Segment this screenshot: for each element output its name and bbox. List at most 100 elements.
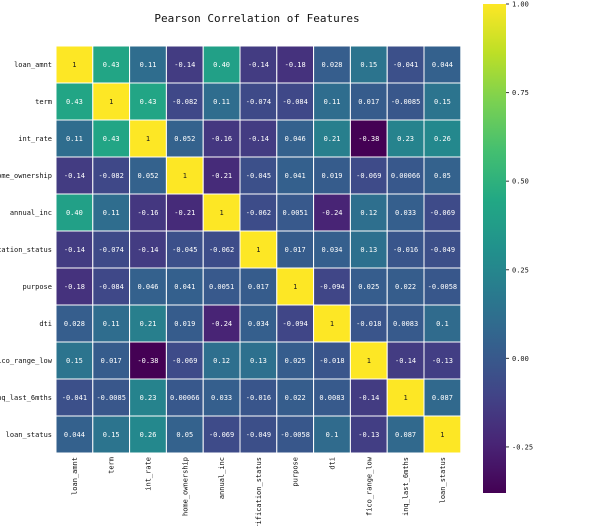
- cell-value-label: 0.034: [248, 320, 269, 328]
- cell-value-label: -0.24: [321, 209, 342, 217]
- cell-value-label: 0.0051: [209, 283, 234, 291]
- heatmap-cell: [423, 267, 462, 306]
- heatmap-cell: [386, 193, 425, 232]
- x-tick-label: loan_amnt: [71, 457, 79, 495]
- y-tick-label: loan_amnt: [14, 61, 52, 69]
- cell-value-label: 0.0083: [393, 320, 418, 328]
- heatmap-cell: [313, 304, 351, 343]
- cell-value-label: -0.062: [246, 209, 271, 217]
- heatmap-cell: [276, 341, 315, 380]
- cell-value-label: 0.11: [140, 61, 157, 69]
- cell-value-label: 0.13: [250, 357, 267, 365]
- cell-value-label: 0.044: [64, 431, 85, 439]
- heatmap-cell: [386, 341, 425, 380]
- heatmap-cell: [202, 119, 241, 158]
- y-tick-label: ication_status: [0, 246, 52, 254]
- cell-value-label: 0.05: [176, 431, 193, 439]
- cell-value-label: 0.11: [103, 320, 120, 328]
- heatmap-cell: [129, 267, 167, 306]
- colorbar-tick-label: -0.25: [512, 443, 533, 451]
- cell-value-label: -0.18: [285, 61, 306, 69]
- cell-value-label: -0.069: [356, 172, 381, 180]
- heatmap-cell: [313, 267, 351, 306]
- heatmap-cell: [165, 378, 204, 417]
- cell-value-label: 0.087: [395, 431, 416, 439]
- cell-value-label: 0.0051: [283, 209, 308, 217]
- heatmap-cell: [129, 193, 167, 232]
- cell-value-label: 0.025: [358, 283, 379, 291]
- heatmap-cell: [349, 193, 388, 232]
- y-tick-label: dti: [39, 320, 52, 328]
- cell-value-label: -0.049: [246, 431, 271, 439]
- y-tick-label: purpose: [22, 283, 52, 291]
- heatmap-cell: [313, 378, 351, 417]
- heatmap-cell: [423, 341, 462, 380]
- heatmap-cell: [129, 378, 167, 417]
- y-tick-label: inq_last_6mths: [0, 394, 52, 402]
- heatmap-cell: [202, 193, 241, 232]
- heatmap-cell: [165, 267, 204, 306]
- heatmap-cell: [55, 341, 94, 380]
- cell-value-label: 0.022: [285, 394, 306, 402]
- cell-value-label: 0.046: [137, 283, 158, 291]
- heatmap-cell: [276, 119, 315, 158]
- cell-value-label: 0.022: [395, 283, 416, 291]
- cell-value-label: -0.21: [174, 209, 195, 217]
- heatmap-cells: 1 0.43 0.11 -0.14 0.40 -0.14 -0.18 0.028 0.15 -0.…: [55, 45, 462, 454]
- cell-value-label: -0.0085: [96, 394, 126, 402]
- cell-value-label: 0.15: [434, 98, 451, 106]
- cell-value-label: 0.23: [140, 394, 157, 402]
- cell-value-label: 0.21: [140, 320, 157, 328]
- heatmap-cell: [165, 304, 204, 343]
- x-axis-tick-labels: loan_amnt term int_rate home_ownership annua…: [71, 456, 447, 526]
- heatmap-cell: [239, 267, 278, 306]
- cell-value-label: -0.018: [319, 357, 344, 365]
- heatmap-cell: [55, 45, 94, 84]
- cell-value-label: 0.11: [66, 135, 83, 143]
- cell-value-label: 1: [109, 98, 113, 106]
- cell-value-label: -0.14: [64, 246, 85, 254]
- heatmap-cell: [349, 230, 388, 269]
- heatmap-cell: [92, 45, 131, 84]
- y-tick-label: term: [35, 98, 52, 106]
- cell-value-label: 0.43: [103, 61, 120, 69]
- cell-value-label: -0.041: [62, 394, 87, 402]
- y-tick-label: loan_status: [6, 431, 52, 439]
- cell-value-label: 0.087: [432, 394, 453, 402]
- heatmap-cell: [202, 415, 241, 454]
- heatmap-cell: [239, 193, 278, 232]
- y-tick-label: annual_inc: [10, 209, 52, 217]
- cell-value-label: 0.40: [66, 209, 83, 217]
- heatmap-cell: [165, 230, 204, 269]
- heatmap-cell: [55, 230, 94, 269]
- colorbar-tick-label: 1.00: [512, 1, 529, 9]
- heatmap-cell: [276, 82, 315, 121]
- cell-value-label: -0.045: [246, 172, 271, 180]
- cell-value-label: 0.43: [66, 98, 83, 106]
- heatmap-cell: [202, 304, 241, 343]
- cell-value-label: 0.017: [358, 98, 379, 106]
- cell-value-label: 1: [256, 246, 260, 254]
- heatmap-cell: [55, 119, 94, 158]
- heatmap-cell: [386, 415, 425, 454]
- heatmap-cell: [55, 82, 94, 121]
- heatmap-cell: [202, 82, 241, 121]
- cell-value-label: 0.017: [248, 283, 269, 291]
- cell-value-label: -0.21: [211, 172, 232, 180]
- cell-value-label: 0.033: [395, 209, 416, 217]
- colorbar: [483, 4, 506, 493]
- heatmap-cell: [386, 82, 425, 121]
- colorbar-tick-label: 0.50: [512, 178, 529, 186]
- cell-value-label: -0.0058: [280, 431, 310, 439]
- cell-value-label: -0.041: [393, 61, 418, 69]
- cell-value-label: 1: [146, 135, 150, 143]
- cell-value-label: 0.00066: [170, 394, 200, 402]
- cell-value-label: -0.24: [211, 320, 232, 328]
- cell-value-label: 0.052: [174, 135, 195, 143]
- heatmap-cell: [276, 193, 315, 232]
- heatmap-cell: [386, 304, 425, 343]
- y-tick-label: fico_range_low: [0, 357, 53, 365]
- heatmap-cell: [349, 267, 388, 306]
